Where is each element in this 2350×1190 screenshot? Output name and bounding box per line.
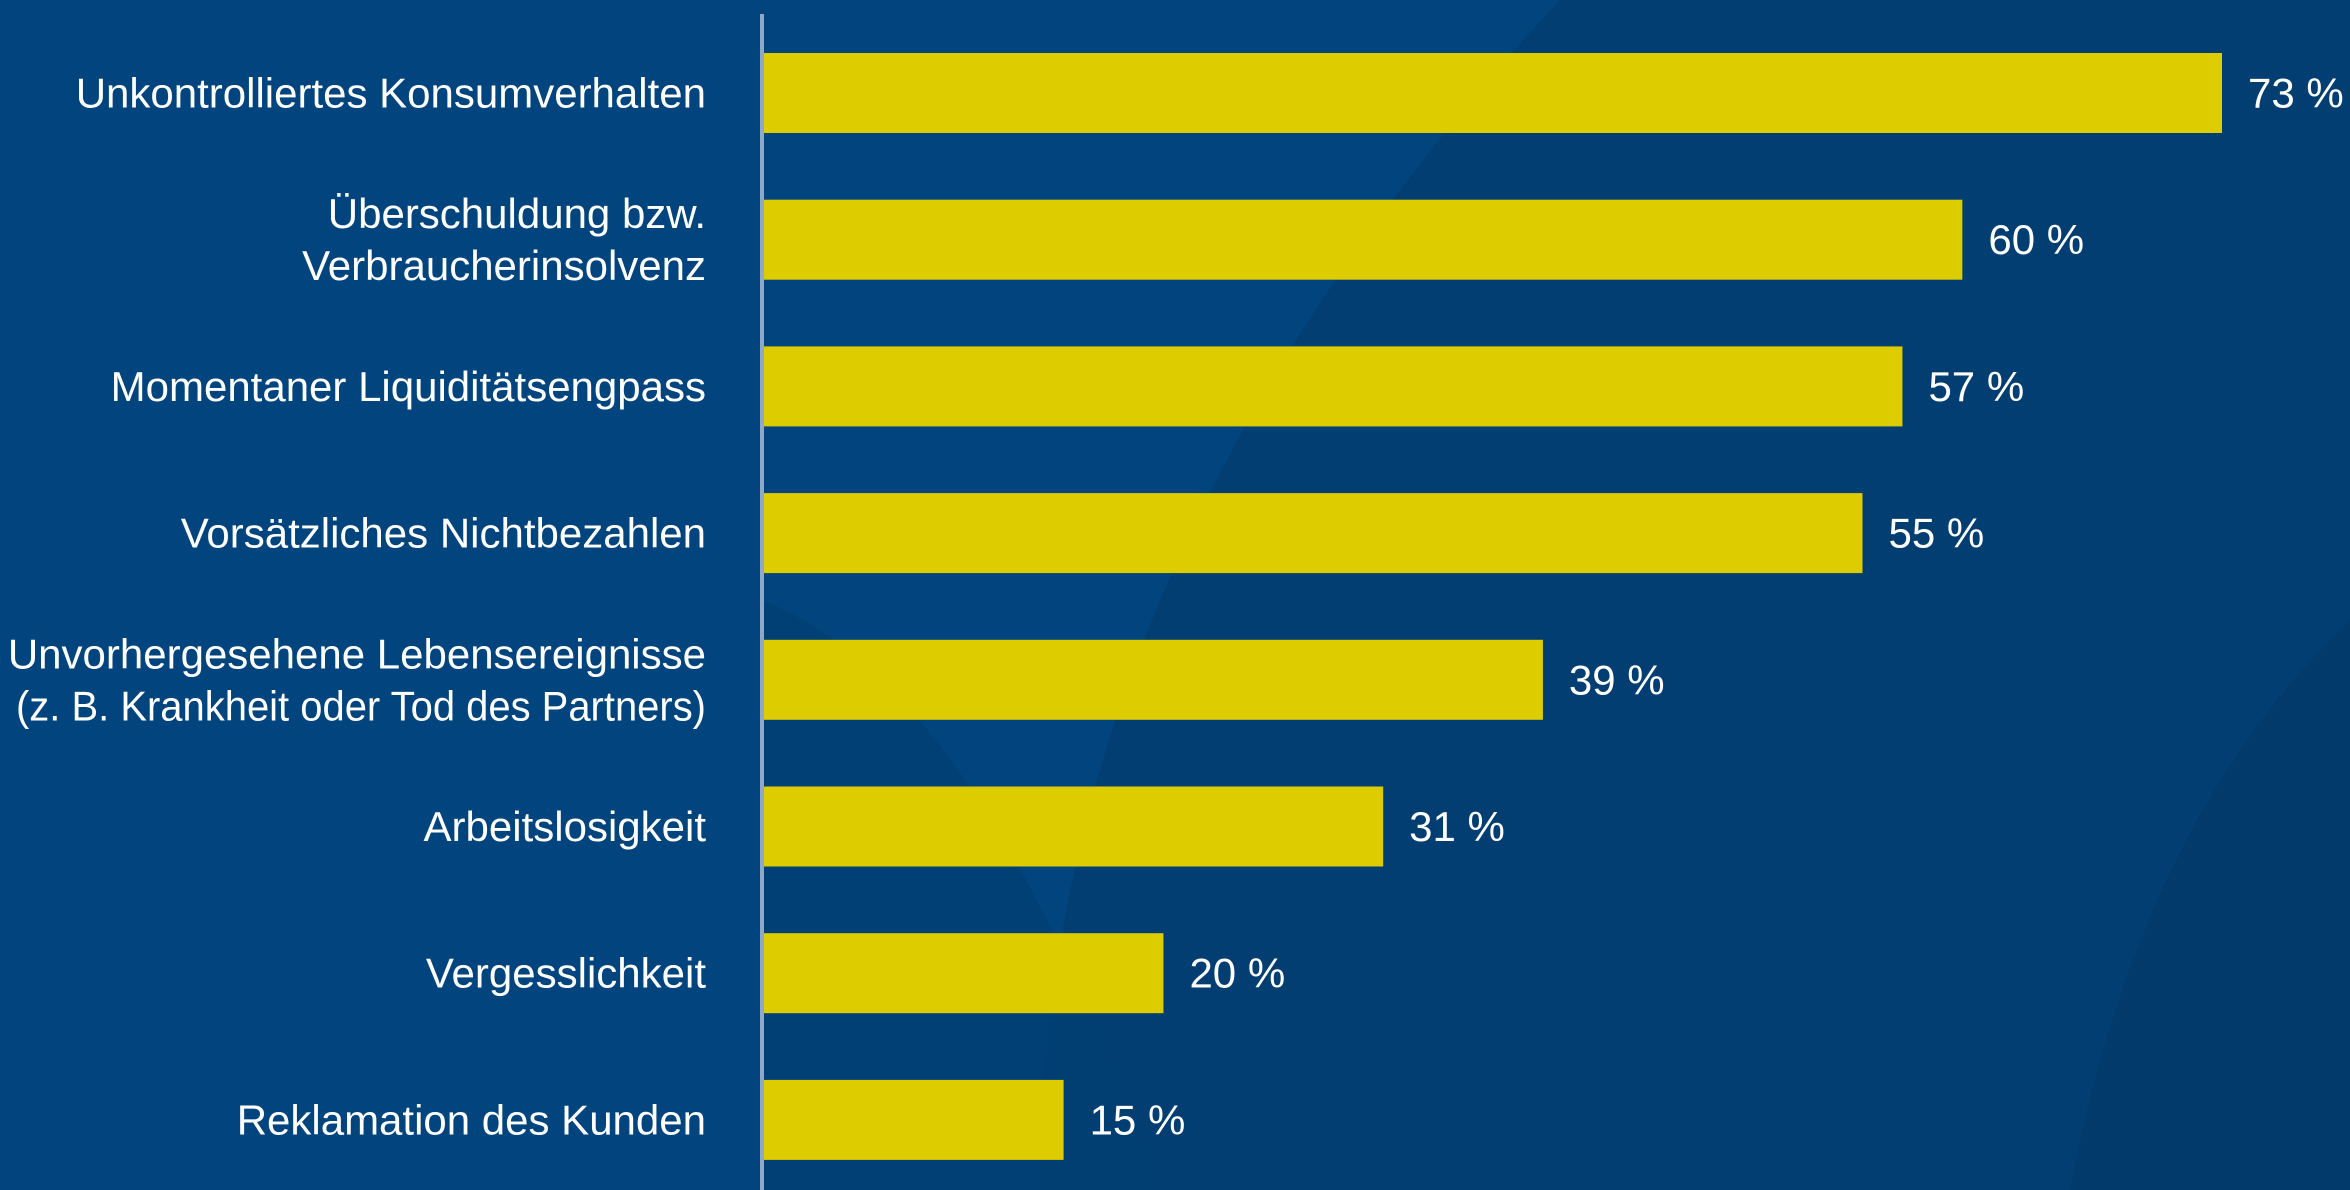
category-label-4: Vorsätzliches Nichtbezahlen <box>181 510 706 557</box>
bar-3 <box>764 346 1903 427</box>
value-label-7: 20 % <box>1189 950 1285 997</box>
value-label-6: 31 % <box>1409 803 1505 850</box>
category-label-5-line-2: (z. B. Krankheit oder Tod des Partners) <box>16 682 706 729</box>
value-label-1: 73 % <box>2248 70 2344 117</box>
bar-4 <box>764 493 1863 574</box>
category-label-5: Unvorhergesehene Lebensereignisse (z. B. … <box>8 630 706 729</box>
category-label-8-line-1: Reklamation des Kunden <box>237 1096 706 1143</box>
category-label-4-line-1: Vorsätzliches Nichtbezahlen <box>181 510 706 557</box>
category-label-1-line-1: Unkontrolliertes Konsumverhalten <box>76 70 706 117</box>
category-label-2: Überschuldung bzw. Verbraucherinsolvenz <box>302 190 706 289</box>
bar-8 <box>764 1079 1064 1160</box>
background-shape-lower-right <box>2070 620 2350 1190</box>
value-label-8: 15 % <box>1090 1096 1186 1143</box>
category-label-7: Vergesslichkeit <box>426 950 706 997</box>
bar-5 <box>764 639 1543 720</box>
value-label-3: 57 % <box>1928 363 2024 410</box>
value-label-5: 39 % <box>1569 656 1665 703</box>
category-label-8: Reklamation des Kunden <box>237 1096 706 1143</box>
bar-2 <box>764 199 1963 280</box>
category-label-2-line-1: Überschuldung bzw. <box>328 190 706 237</box>
category-label-3: Momentaner Liquiditätsengpass <box>111 363 706 410</box>
category-label-7-line-1: Vergesslichkeit <box>426 950 706 997</box>
category-label-3-line-1: Momentaner Liquiditätsengpass <box>111 363 706 410</box>
category-label-5-line-1: Unvorhergesehene Lebensereignisse <box>8 630 706 677</box>
bar-7 <box>764 933 1164 1014</box>
category-label-6: Arbeitslosigkeit <box>424 803 707 850</box>
value-label-4: 55 % <box>1888 510 1984 557</box>
bar-6 <box>764 786 1384 867</box>
category-label-6-line-1: Arbeitslosigkeit <box>424 803 707 850</box>
bars-layer: 73 % Unkontrolliertes Konsumverhalten 60 %… <box>8 53 2344 1160</box>
category-label-1: Unkontrolliertes Konsumverhalten <box>76 70 706 117</box>
background-shape-lower-left <box>760 600 1160 1190</box>
bar-1 <box>764 53 2222 133</box>
background-shape-right <box>1040 0 2350 1190</box>
category-label-2-line-2: Verbraucherinsolvenz <box>302 242 706 289</box>
value-label-2: 60 % <box>1988 216 2084 263</box>
